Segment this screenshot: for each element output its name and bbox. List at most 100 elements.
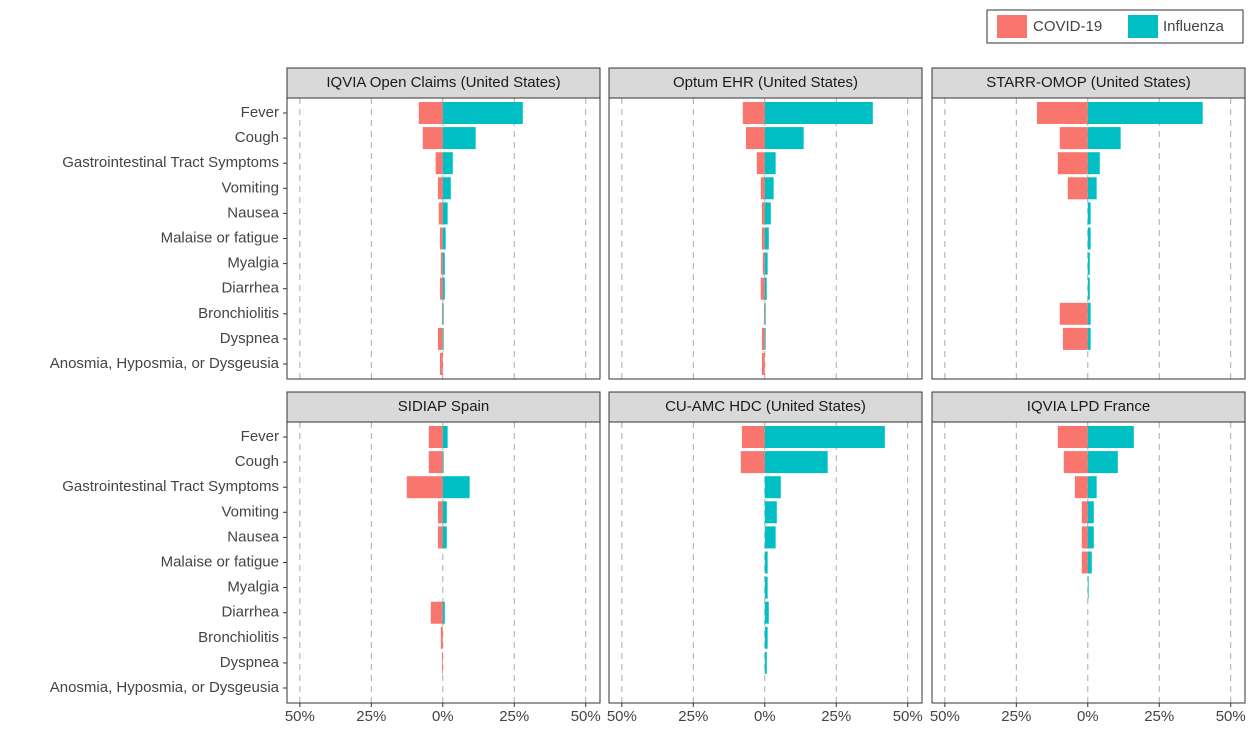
bar — [760, 177, 765, 200]
bar — [1087, 476, 1097, 499]
bar — [1087, 202, 1091, 225]
x-tick-label: 25% — [821, 708, 851, 725]
x-tick-label: 0% — [1077, 708, 1099, 725]
bar — [437, 327, 443, 350]
bar — [442, 177, 451, 200]
bar — [1081, 526, 1088, 549]
y-tick-label: Fever — [241, 428, 279, 445]
panel-border — [286, 421, 601, 704]
y-tick-label: Cough — [235, 129, 279, 146]
bar — [764, 152, 776, 175]
bar — [740, 451, 765, 474]
bar — [1087, 302, 1091, 325]
bar — [1067, 177, 1088, 200]
x-tick-label: 50% — [930, 708, 960, 725]
bar — [442, 426, 448, 448]
bar — [764, 476, 781, 499]
bar — [1087, 327, 1091, 350]
bar — [741, 426, 765, 448]
bar — [442, 451, 444, 474]
bar — [441, 651, 443, 674]
y-tick-label: Myalgia — [227, 255, 279, 272]
bar — [437, 526, 443, 549]
y-tick-label: Dyspnea — [220, 330, 280, 347]
bar — [440, 626, 443, 649]
y-tick-label: Fever — [241, 104, 279, 121]
bar — [1087, 252, 1090, 275]
bar — [422, 127, 443, 150]
bar — [761, 327, 765, 350]
bar — [1057, 426, 1088, 448]
bar — [428, 451, 443, 474]
bar — [1087, 451, 1118, 474]
bar — [1087, 576, 1089, 599]
y-tick-label: Diarrhea — [221, 604, 279, 621]
panel-border — [931, 97, 1246, 380]
bar — [442, 277, 445, 300]
y-tick-label: Nausea — [227, 204, 279, 221]
x-tick-label: 25% — [499, 708, 529, 725]
y-tick-label: Malaise or fatigue — [161, 229, 279, 246]
bar — [1057, 152, 1088, 175]
y-tick-label: Anosmia, Hyposmia, or Dysgeusia — [50, 679, 280, 696]
bar — [1087, 102, 1203, 124]
x-tick-label: 25% — [356, 708, 386, 725]
panel-title: Optum EHR (United States) — [673, 74, 858, 91]
bar — [1081, 551, 1088, 574]
bar — [418, 102, 443, 124]
bar — [761, 353, 765, 375]
x-tick-label: 25% — [678, 708, 708, 725]
x-tick-label: 25% — [1144, 708, 1174, 725]
y-tick-label: Myalgia — [227, 579, 279, 596]
bar — [745, 127, 765, 150]
bar — [1062, 327, 1088, 350]
bar — [438, 202, 443, 225]
strip-bg — [931, 391, 1246, 423]
bar — [437, 501, 443, 524]
bar — [442, 501, 447, 524]
bar — [764, 601, 769, 624]
y-tick-label: Malaise or fatigue — [161, 553, 279, 570]
bar — [760, 277, 765, 300]
bar — [1074, 476, 1088, 499]
x-tick-label: 50% — [1216, 708, 1246, 725]
bar — [1087, 501, 1094, 524]
bar — [435, 152, 443, 175]
x-tick-label: 25% — [1001, 708, 1031, 725]
x-tick-label: 50% — [607, 708, 637, 725]
panel-title: IQVIA Open Claims (United States) — [326, 74, 560, 91]
bar — [1087, 277, 1090, 300]
bar — [1059, 127, 1088, 150]
strip-bg — [608, 67, 923, 99]
bar — [1087, 227, 1091, 250]
bar — [442, 601, 445, 624]
bar — [442, 252, 445, 275]
bar — [1087, 426, 1134, 448]
strip-bg — [931, 67, 1246, 99]
panel-title: IQVIA LPD France — [1027, 398, 1150, 415]
bar — [742, 102, 765, 124]
bar — [761, 202, 765, 225]
bar — [442, 202, 448, 225]
bar — [764, 177, 774, 200]
panel-border — [608, 421, 923, 704]
y-tick-label: Dyspnea — [220, 654, 280, 671]
bar — [764, 626, 768, 649]
y-tick-label: Nausea — [227, 528, 279, 545]
panel-border — [608, 97, 923, 380]
bar — [1036, 102, 1088, 124]
bar — [764, 501, 777, 524]
legend-label: COVID-19 — [1033, 18, 1102, 35]
bar — [1087, 127, 1121, 150]
strip-bg — [286, 67, 601, 99]
bar — [442, 152, 453, 175]
panel-title: CU-AMC HDC (United States) — [665, 398, 866, 415]
bar — [764, 302, 766, 325]
bar — [1087, 152, 1100, 175]
bar — [442, 476, 470, 499]
bar — [439, 227, 443, 250]
bar — [762, 252, 765, 275]
bar — [764, 551, 768, 574]
bar — [441, 302, 443, 325]
